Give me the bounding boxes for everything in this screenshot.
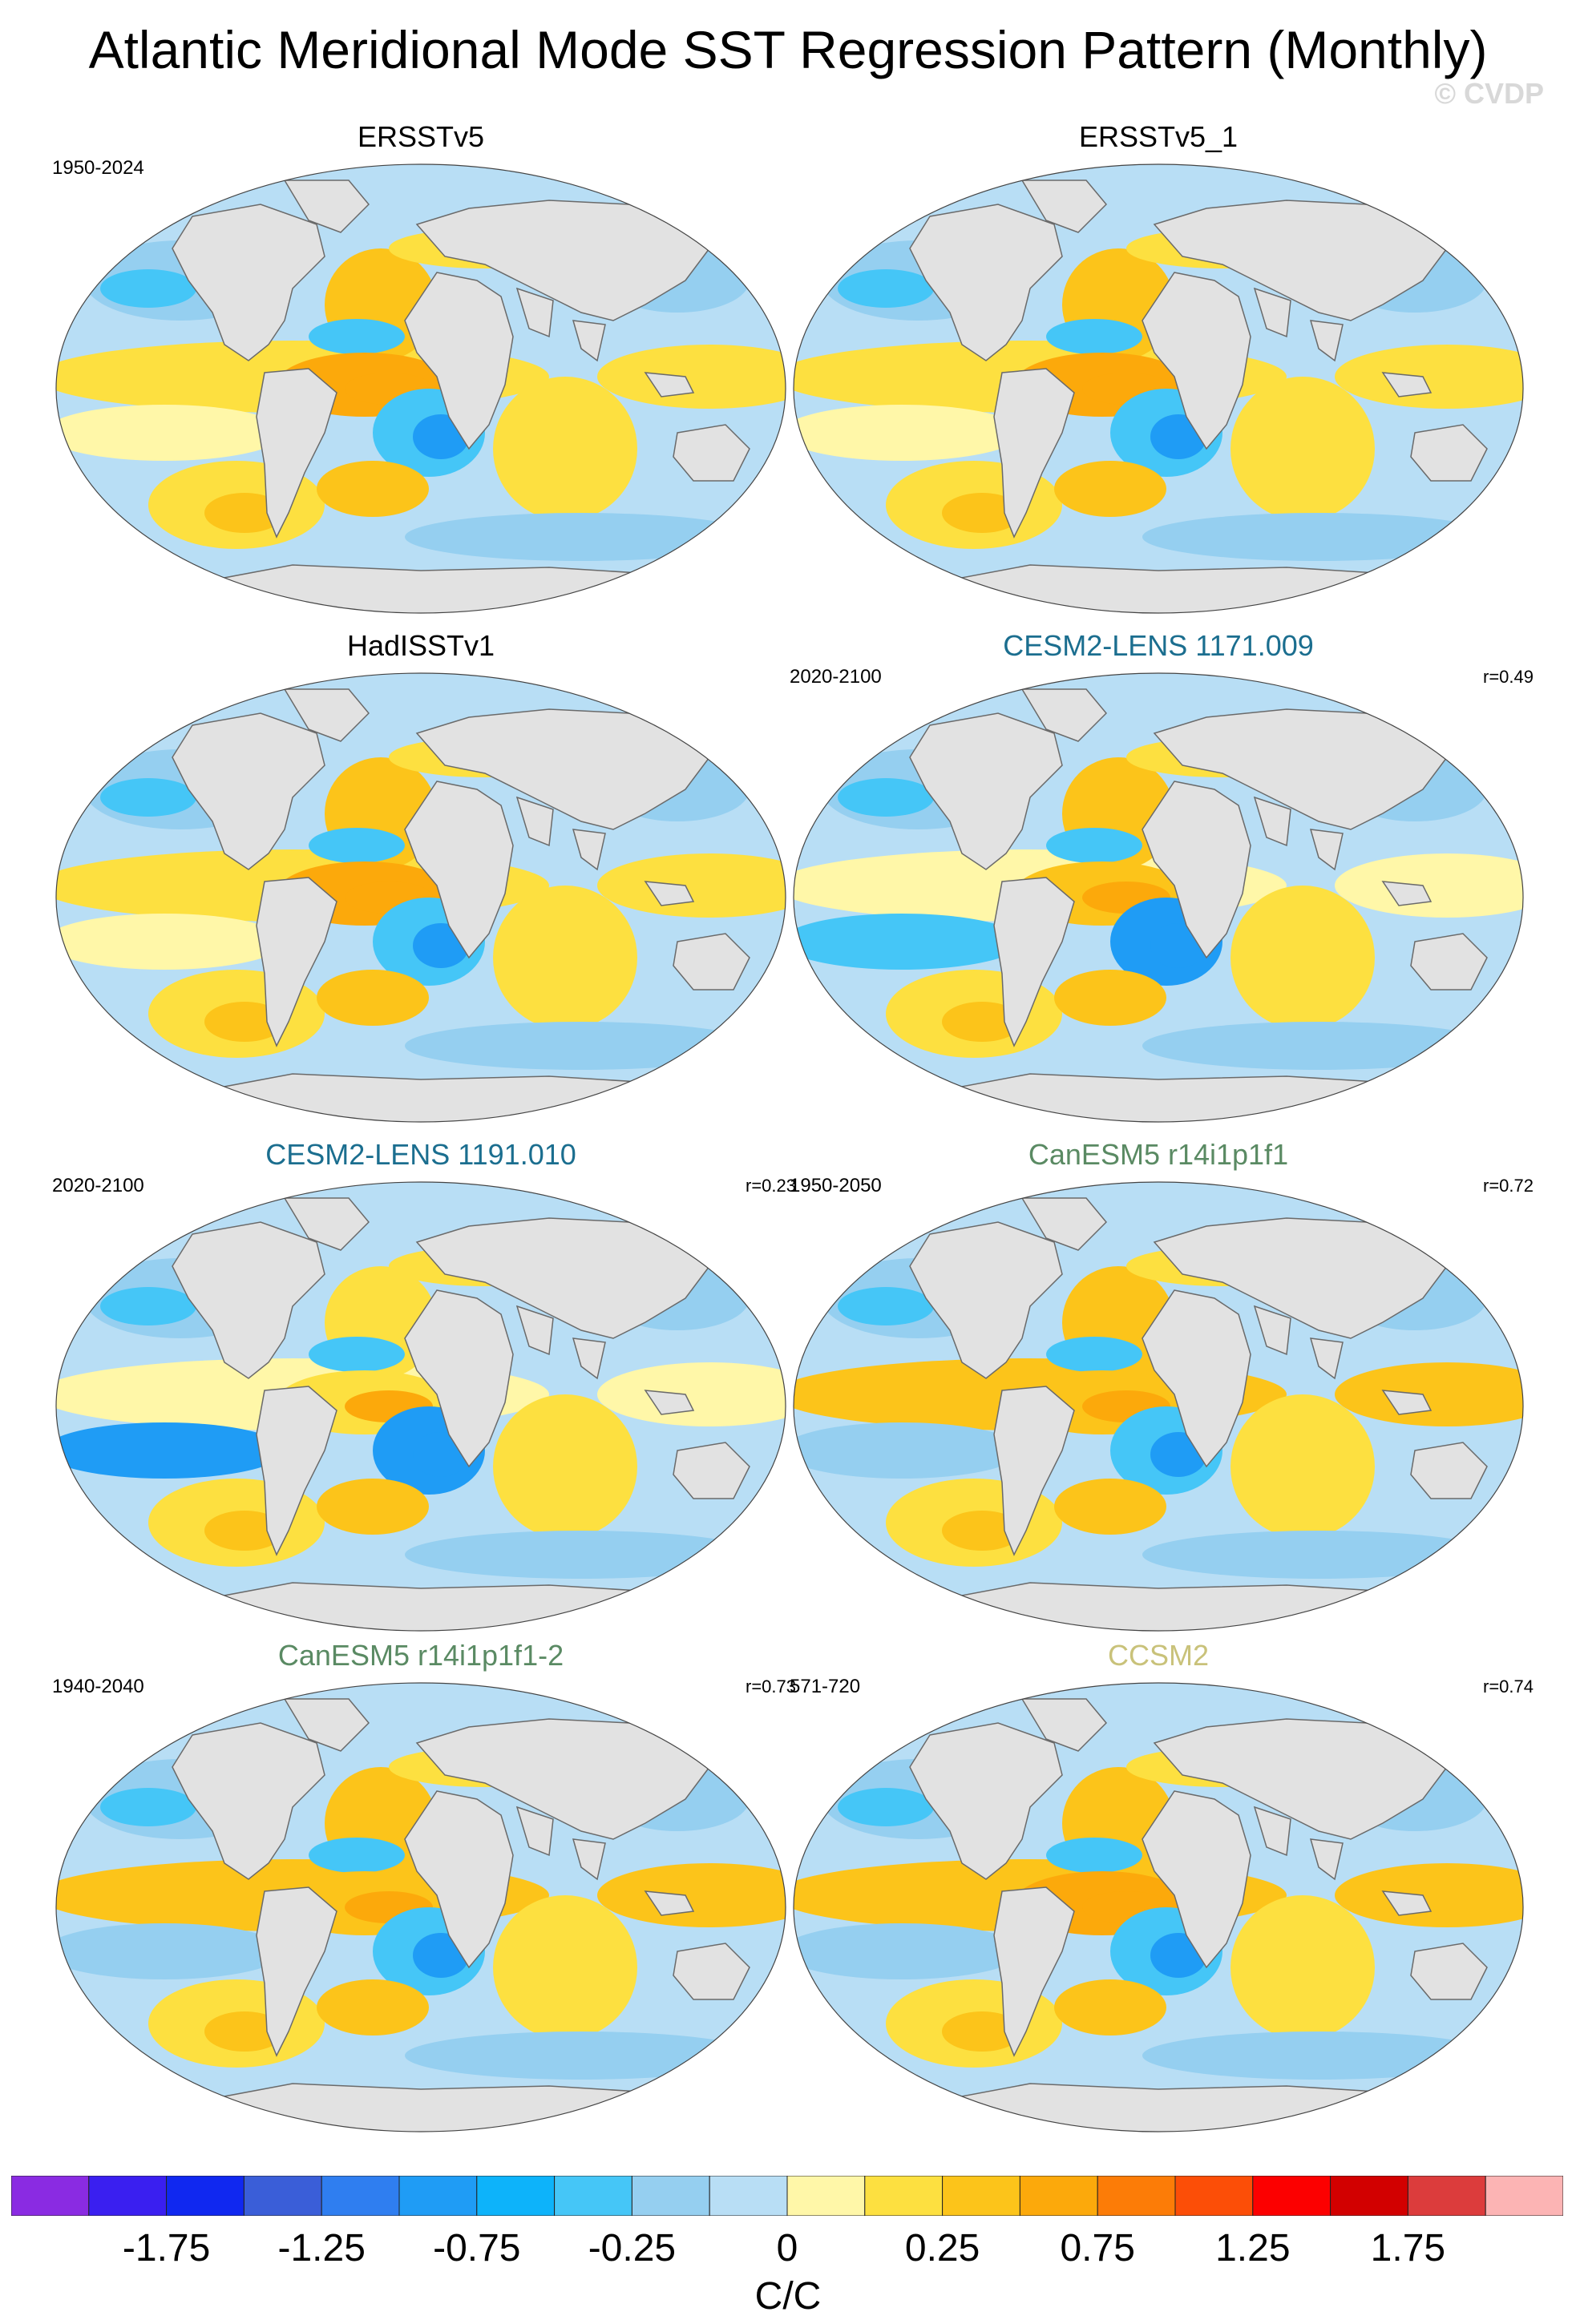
colorbar-swatch (166, 2176, 244, 2216)
map-panel: CESM2-LENS 1191.010 2020-2100 r=0.23 (52, 1138, 796, 1635)
map-projection (55, 672, 786, 1123)
map-projection (55, 1682, 786, 2132)
panel-period: 2020-2100 (790, 666, 882, 688)
colorbar-swatch (1019, 2176, 1098, 2216)
panel-period: 571-720 (790, 1676, 861, 1697)
colorbar-tick-label: -1.75 (122, 2227, 211, 2270)
panel-correlation: r=0.49 (1483, 667, 1534, 687)
map-projection (793, 163, 1524, 614)
panel-title: CanESM5 r14i1p1f1 (1028, 1138, 1289, 1171)
colorbar-swatch (398, 2176, 478, 2216)
colorbar-swatch (1407, 2176, 1486, 2216)
panel-correlation: r=0.73 (746, 1676, 796, 1697)
panel-title: CCSM2 (1107, 1639, 1210, 1672)
colorbar-tick-label: 1.75 (1370, 2227, 1446, 2270)
colorbar-swatch (11, 2176, 90, 2216)
colorbar-swatch (864, 2176, 944, 2216)
panel-title: CESM2-LENS 1171.009 (1003, 629, 1314, 662)
panel-title: HadISSTv1 (346, 629, 495, 662)
colorbar-tick-label: 0.75 (1060, 2227, 1135, 2270)
panel-period: 1940-2040 (52, 1676, 144, 1697)
panel-title: ERSSTv5_1 (1078, 120, 1239, 153)
colorbar-swatch (1330, 2176, 1408, 2216)
map-panel: HadISSTv1 (52, 629, 790, 1126)
panel-title: ERSSTv5 (357, 120, 485, 153)
panel-period: 1950-2024 (52, 157, 144, 179)
colorbar-swatch (243, 2176, 322, 2216)
colorbar-swatch (709, 2176, 788, 2216)
colorbar-tick-label: -0.75 (433, 2227, 521, 2270)
map-panel: CESM2-LENS 1171.009 2020-2100 r=0.49 (790, 629, 1534, 1126)
map-panel: CanESM5 r14i1p1f1 1950-2050 r=0.72 (790, 1138, 1534, 1635)
colorbar-swatch (942, 2176, 1020, 2216)
map-panel: ERSSTv5 1950-2024 (52, 120, 790, 617)
colorbar-tick-label: -1.25 (277, 2227, 366, 2270)
colorbar-swatch (1097, 2176, 1176, 2216)
map-panel: ERSSTv5_1 (790, 120, 1527, 617)
panel-correlation: r=0.23 (746, 1176, 796, 1196)
colorbar-units: C/C (754, 2275, 822, 2318)
map-projection (793, 1181, 1524, 1632)
colorbar-tick-label: 0 (776, 2227, 798, 2270)
panel-title: CESM2-LENS 1191.010 (265, 1138, 576, 1171)
panel-correlation: r=0.74 (1483, 1676, 1534, 1697)
map-projection (793, 672, 1524, 1123)
panel-period: 1950-2050 (790, 1175, 882, 1196)
map-projection (793, 1682, 1524, 2132)
colorbar-swatch (88, 2176, 168, 2216)
map-panel: CCSM2 571-720 r=0.74 (790, 1639, 1534, 2136)
colorbar-tick-label: 0.25 (904, 2227, 980, 2270)
colorbar-swatch (321, 2176, 400, 2216)
colorbar-swatch (786, 2176, 866, 2216)
colorbar-swatch (1485, 2176, 1563, 2216)
colorbar-swatch (631, 2176, 710, 2216)
panel-period: 2020-2100 (52, 1175, 144, 1196)
colorbar-swatch (554, 2176, 632, 2216)
colorbar (11, 2176, 1563, 2216)
colorbar-swatch (1252, 2176, 1332, 2216)
colorbar-swatch (476, 2176, 556, 2216)
figure-title: Atlantic Meridional Mode SST Regression … (88, 20, 1488, 79)
map-panel: CanESM5 r14i1p1f1-2 1940-2040 r=0.73 (52, 1639, 796, 2136)
panel-title: CanESM5 r14i1p1f1-2 (277, 1639, 564, 1672)
panel-correlation: r=0.72 (1483, 1176, 1534, 1196)
colorbar-tick-label: -0.25 (588, 2227, 677, 2270)
map-projection (55, 1181, 786, 1632)
copyright-watermark: © CVDP (1434, 77, 1544, 110)
colorbar-tick-label: 1.25 (1215, 2227, 1291, 2270)
colorbar-swatch (1174, 2176, 1254, 2216)
map-projection (55, 163, 786, 614)
